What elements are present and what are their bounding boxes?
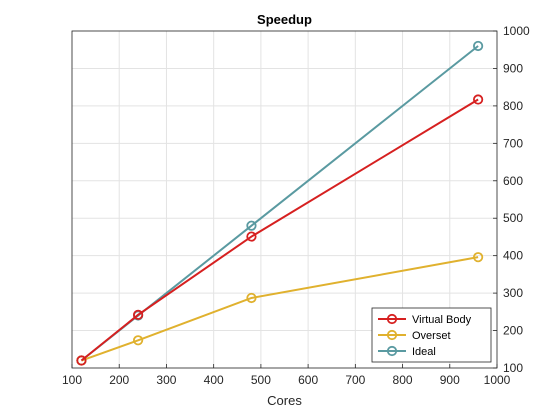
y-axis-ticks: 100 200 300 400 500 600 700 800 900 1000: [493, 24, 530, 375]
data-point-overset: [133, 335, 144, 346]
plot-frame: [71, 30, 498, 369]
series-line-overset: [81, 256, 479, 362]
legend-label-overset: Overset: [412, 330, 451, 342]
series-layer: [76, 40, 484, 366]
data-point-virtual-body: [133, 309, 144, 320]
legend-label-virtual-body: Virtual Body: [412, 314, 472, 326]
y-tick-label: 200: [503, 324, 523, 338]
y-tick-label: 700: [503, 136, 523, 150]
y-tick-label: 1000: [503, 24, 530, 38]
x-tick-label: 200: [109, 373, 129, 387]
x-tick-label: 600: [298, 373, 318, 387]
y-tick-label: 300: [503, 286, 523, 300]
x-axis-ticks: 100 200 300 400 500 600 700 800 900 1000: [62, 364, 511, 387]
data-point-overset: [473, 252, 484, 263]
legend-marker-overset: [386, 329, 398, 341]
x-axis-label: Cores: [267, 393, 302, 408]
legend-marker-virtual-body: [386, 313, 398, 325]
x-tick-label: 700: [345, 373, 365, 387]
legend: Virtual Body Overset Ideal: [371, 307, 492, 363]
series-line-virtual-body: [80, 98, 479, 362]
x-tick-label: 500: [251, 373, 271, 387]
y-tick-label: 100: [503, 361, 523, 375]
y-tick-label: 400: [503, 249, 523, 263]
y-tick-label: 900: [503, 61, 523, 75]
x-tick-label: 400: [204, 373, 224, 387]
y-tick-label: 500: [503, 211, 523, 225]
data-point-virtual-body: [76, 355, 87, 366]
x-tick-label: 300: [156, 373, 176, 387]
y-tick-label: 800: [503, 99, 523, 113]
x-tick-label: 900: [440, 373, 460, 387]
chart-title: Speedup: [257, 12, 312, 27]
data-point-ideal: [246, 220, 257, 231]
data-point-overset: [246, 292, 257, 304]
x-tick-label: 100: [62, 373, 82, 387]
x-tick-label: 800: [393, 373, 413, 387]
data-point-virtual-body: [246, 231, 257, 242]
data-point-virtual-body: [473, 94, 484, 105]
legend-label-ideal: Ideal: [412, 346, 436, 358]
series-virtual-body: [76, 94, 484, 366]
data-point-ideal: [473, 40, 484, 52]
x-tick-label: 1000: [484, 373, 511, 387]
legend-marker-ideal: [386, 345, 398, 357]
y-tick-label: 600: [503, 174, 523, 188]
